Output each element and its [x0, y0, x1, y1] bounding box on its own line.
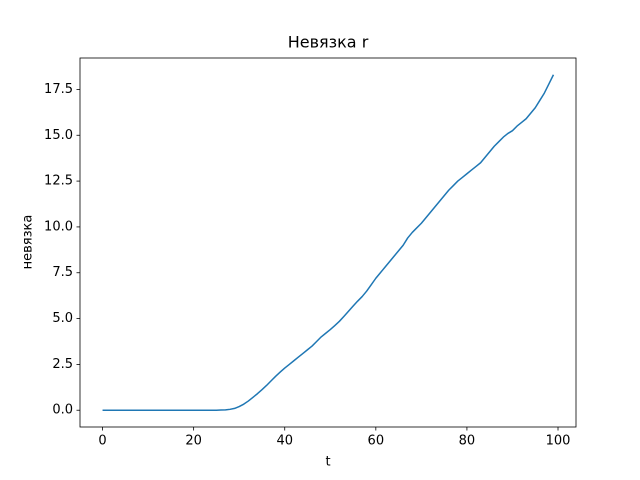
x-axis-label: t [325, 455, 330, 470]
plot-frame [79, 57, 577, 428]
y-axis-label: невязка [21, 215, 36, 270]
x-tick-label: 20 [185, 434, 202, 449]
y-tick-label: 7.5 [52, 265, 73, 280]
y-tick-label: 0.0 [52, 403, 73, 418]
y-tick-label: 2.5 [52, 357, 73, 372]
x-tick-label: 40 [276, 434, 293, 449]
x-tick-label: 0 [98, 434, 106, 449]
x-tick-label: 100 [546, 434, 571, 449]
y-tick-label: 17.5 [44, 82, 73, 97]
chart-title: Невязка r [288, 33, 369, 52]
y-tick-label: 12.5 [44, 174, 73, 189]
y-tick-label: 5.0 [52, 311, 73, 326]
y-tick-label: 10.0 [44, 219, 73, 234]
y-tick-label: 15.0 [44, 128, 73, 143]
data-line [102, 74, 555, 411]
x-tick-label: 60 [368, 434, 385, 449]
x-tick-label: 80 [459, 434, 476, 449]
